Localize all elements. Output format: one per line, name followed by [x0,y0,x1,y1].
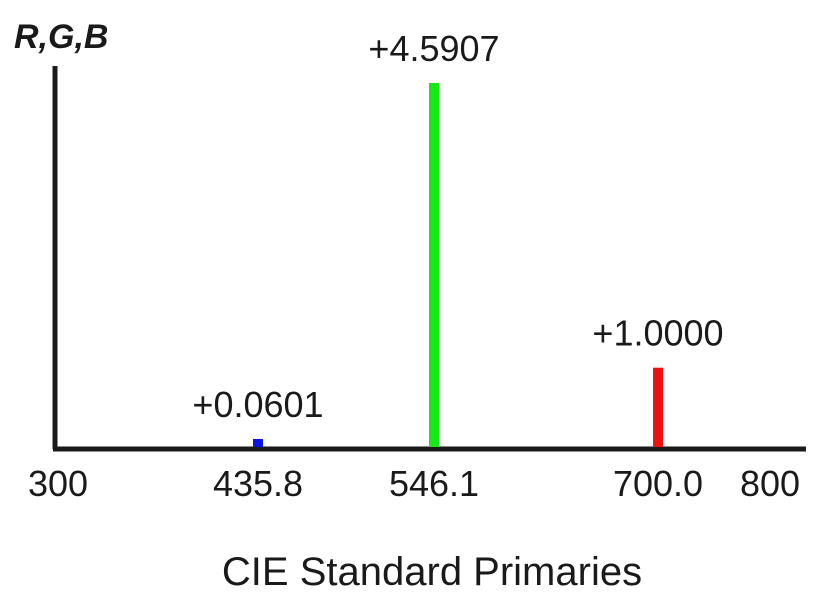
x-tick-1: 435.8 [213,463,303,504]
x-tick-4: 800 [740,463,800,504]
x-axis-label: CIE Standard Primaries [222,550,642,592]
bar-1 [429,83,439,447]
y-axis-label: R,G,B [14,18,108,56]
bar-0 [253,439,263,447]
bars-group: +0.0601 +4.5907 +1.0000 [192,28,724,447]
data-label-2: +1.0000 [592,313,723,354]
bar-2 [653,367,663,447]
data-label-0: +0.0601 [192,384,323,425]
x-tick-2: 546.1 [389,463,479,504]
data-label-1: +4.5907 [368,28,499,69]
x-tick-3: 700.0 [613,463,703,504]
x-ticks-group: 300 435.8 546.1 700.0 800 [28,463,800,504]
x-tick-0: 300 [28,463,88,504]
